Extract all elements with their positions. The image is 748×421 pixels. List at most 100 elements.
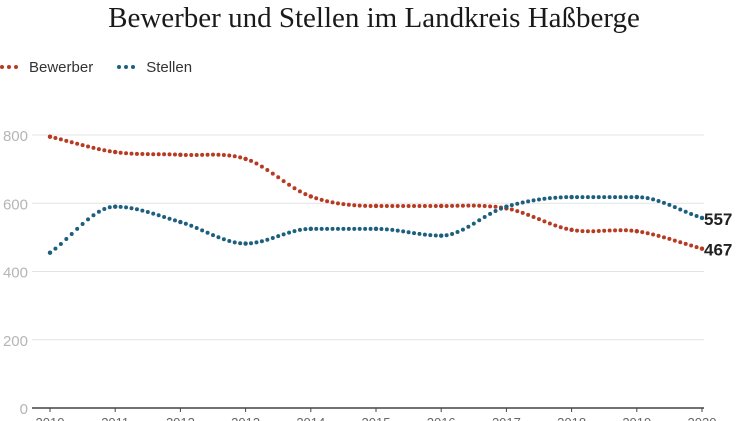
series-dot-bewerber	[384, 203, 389, 208]
data-point-bewerber-2013	[243, 156, 248, 162]
data-point-stellen-2017	[504, 204, 509, 209]
y-tick-label-800: 800	[3, 128, 28, 145]
series-dot-bewerber	[488, 204, 493, 209]
series-dot-stellen	[265, 237, 270, 242]
series-dot-bewerber	[211, 152, 215, 157]
series-dot-stellen	[292, 229, 297, 234]
series-dot-bewerber	[515, 209, 520, 214]
series-dot-bewerber	[162, 152, 167, 157]
series-dot-stellen	[276, 234, 281, 239]
series-dot-bewerber	[683, 241, 688, 246]
data-point-stellen-2015	[373, 226, 379, 232]
series-dot-bewerber	[401, 203, 406, 208]
series-dot-stellen	[683, 209, 688, 214]
x-tick-label-2018: 2018	[557, 415, 586, 421]
series-dot-bewerber	[651, 232, 656, 237]
series-dot-bewerber	[585, 229, 590, 234]
series-dot-stellen	[151, 211, 156, 216]
series-dot-bewerber	[194, 152, 199, 157]
series-dot-stellen	[455, 230, 460, 235]
series-dot-bewerber	[607, 228, 612, 233]
series-dot-bewerber	[276, 175, 281, 180]
series-dot-bewerber	[542, 219, 547, 224]
series-dot-stellen	[314, 226, 319, 231]
series-dot-stellen	[531, 198, 536, 203]
series-dot-stellen	[58, 241, 63, 246]
series-dot-bewerber	[689, 243, 694, 248]
series-dot-bewerber	[422, 203, 427, 208]
series-dot-bewerber	[526, 212, 531, 217]
series-dot-stellen	[172, 218, 177, 223]
series-dot-stellen	[297, 227, 302, 232]
series-dot-bewerber	[591, 229, 596, 234]
series-dot-bewerber	[640, 230, 645, 235]
data-point-bewerber-2020	[699, 246, 705, 251]
series-dot-stellen	[547, 196, 552, 201]
series-dot-bewerber	[460, 203, 465, 208]
series-dot-bewerber	[86, 144, 91, 149]
x-tick-label-2019: 2019	[622, 415, 651, 421]
y-tick-label-400: 400	[3, 265, 28, 282]
series-dot-stellen	[450, 231, 455, 236]
x-tick-label-2017: 2017	[492, 415, 521, 421]
series-dot-bewerber	[303, 192, 308, 197]
series-dot-stellen	[145, 210, 150, 215]
series-dot-bewerber	[265, 167, 270, 172]
series-dot-bewerber	[357, 203, 362, 208]
series-dot-bewerber	[335, 201, 340, 206]
series-dot-stellen	[189, 223, 194, 228]
series-dot-stellen	[140, 208, 145, 213]
series-dot-stellen	[591, 195, 596, 200]
data-point-bewerber-2019	[634, 229, 639, 234]
x-tick-label-2011: 2011	[101, 415, 129, 421]
legend-item-stellen: Stellen	[117, 59, 192, 76]
series-dot-stellen	[444, 233, 449, 238]
series-dot-stellen	[352, 226, 357, 231]
series-dot-stellen	[80, 221, 85, 226]
series-dot-bewerber	[297, 189, 302, 194]
series-dot-stellen	[694, 214, 699, 219]
series-dot-stellen	[661, 200, 666, 205]
series-dot-bewerber	[547, 221, 552, 226]
series-dot-stellen	[493, 209, 498, 214]
series-dot-bewerber	[156, 152, 161, 157]
data-point-stellen-2018	[569, 194, 574, 200]
series-dot-bewerber	[553, 223, 558, 228]
series-dot-stellen	[482, 215, 487, 220]
series-dot-bewerber	[493, 204, 498, 209]
series-dot-bewerber	[341, 202, 346, 207]
series-dot-bewerber	[254, 161, 259, 166]
series-dot-bewerber	[363, 203, 368, 208]
series-dot-bewerber	[531, 214, 536, 219]
series-dot-bewerber	[75, 141, 80, 146]
series-dot-stellen	[433, 233, 438, 238]
series-dot-stellen	[384, 227, 389, 232]
data-point-bewerber-2011	[113, 149, 118, 155]
series-dot-stellen	[118, 204, 123, 209]
series-dot-stellen	[640, 195, 645, 200]
series-dot-stellen	[335, 226, 340, 231]
data-point-bewerber-2015	[373, 203, 379, 209]
x-tick-label-2012: 2012	[166, 415, 195, 421]
series-dot-bewerber	[167, 152, 172, 157]
data-point-bewerber-2010	[47, 134, 53, 139]
series-dot-stellen	[238, 241, 243, 246]
series-dot-stellen	[183, 221, 188, 226]
series-dot-stellen	[325, 226, 330, 231]
series-dot-bewerber	[346, 202, 351, 207]
series-dot-stellen	[558, 195, 563, 200]
series-dot-bewerber	[558, 225, 563, 230]
series-dot-stellen	[667, 202, 672, 207]
series-dot-stellen	[69, 231, 74, 236]
series-dot-stellen	[672, 205, 677, 210]
series-dot-bewerber	[412, 203, 417, 208]
series-dot-stellen	[270, 236, 275, 240]
series-dot-bewerber	[189, 153, 194, 158]
series-dot-stellen	[86, 217, 91, 222]
data-point-bewerber-2012	[178, 152, 183, 157]
series-dot-bewerber	[227, 153, 232, 158]
series-dot-stellen	[96, 209, 101, 214]
series-dot-bewerber	[325, 199, 330, 204]
series-dot-bewerber	[172, 152, 177, 157]
series-dot-bewerber	[537, 217, 541, 222]
